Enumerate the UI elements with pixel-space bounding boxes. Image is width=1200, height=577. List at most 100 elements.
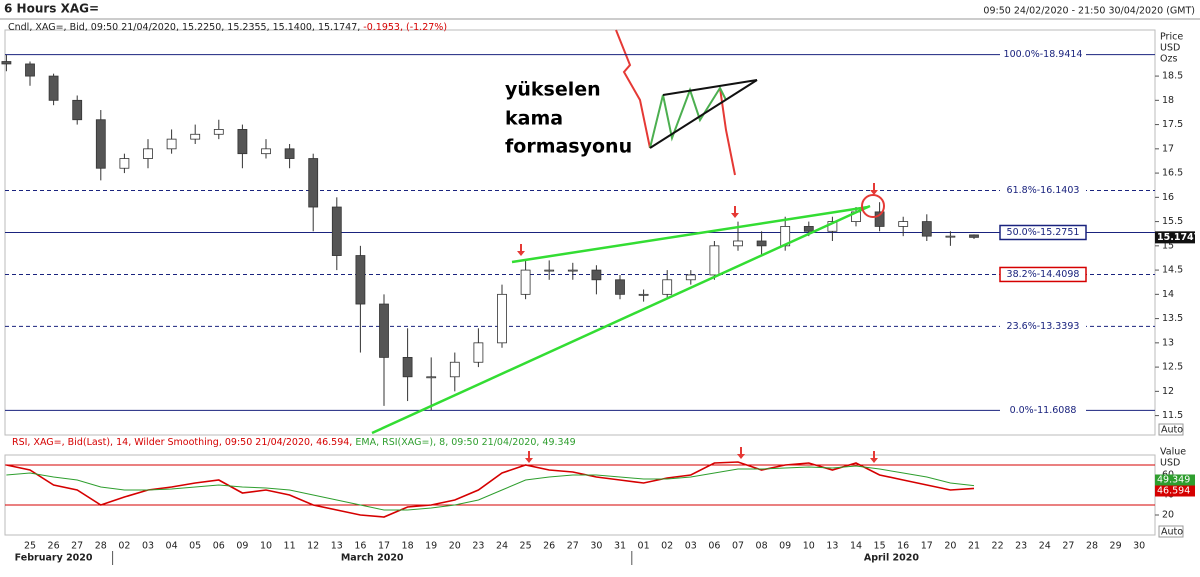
scale-button[interactable] bbox=[1158, 423, 1184, 436]
x-tick-label: 07 bbox=[732, 541, 744, 552]
candle-body bbox=[473, 342, 484, 363]
x-tick-label: 22 bbox=[992, 541, 1004, 552]
rsi-legend-text: RSI, XAG=, Bid(Last), 14, Wilder Smoothi… bbox=[12, 437, 352, 448]
x-tick-label: 27 bbox=[567, 541, 579, 552]
y-tick-label: 14.5 bbox=[1162, 265, 1183, 276]
scale-mode[interactable]: Auto bbox=[1161, 425, 1183, 436]
fib-label-bg bbox=[1000, 47, 1086, 62]
change-text: -0.1953, (-1.27%) bbox=[363, 22, 447, 33]
candle-body bbox=[756, 240, 767, 247]
candle-body bbox=[379, 303, 389, 358]
value-box bbox=[1155, 485, 1195, 497]
fib-label: 23.6%-13.3393 bbox=[1007, 321, 1080, 332]
candle-body bbox=[284, 148, 295, 159]
scale-mode[interactable]: Auto bbox=[1161, 527, 1183, 538]
value-box-label: 49.349 bbox=[1157, 475, 1190, 486]
scale-button[interactable] bbox=[1158, 525, 1184, 538]
x-tick-label: 27 bbox=[71, 541, 83, 552]
y-tick-label: 12 bbox=[1162, 386, 1174, 397]
y-tick-label: 13.5 bbox=[1162, 313, 1183, 324]
candle-body bbox=[72, 99, 83, 121]
x-tick-label: 02 bbox=[661, 541, 673, 552]
wedge-sketch bbox=[615, 29, 758, 176]
y-tick-label: 15 bbox=[1162, 240, 1174, 251]
x-tick-label: 12 bbox=[307, 541, 319, 552]
candle-body bbox=[190, 133, 201, 140]
legend-text: Cndl, XAG=, Bid, 09:50 21/04/2020, 15.22… bbox=[8, 22, 360, 33]
x-tick-label: 20 bbox=[449, 541, 461, 552]
y-tick-label: 13 bbox=[1162, 337, 1174, 348]
candle-body bbox=[143, 148, 153, 159]
last-price: 15.1747 bbox=[1157, 232, 1200, 243]
x-tick-label: 10 bbox=[803, 541, 815, 552]
candle-body bbox=[945, 235, 956, 238]
x-tick-label: 23 bbox=[472, 541, 484, 552]
chart-title: 6 Hours XAG= bbox=[4, 2, 99, 16]
x-tick-label: 31 bbox=[614, 541, 626, 552]
x-tick-label: 29 bbox=[1110, 541, 1122, 552]
x-tick-label: 14 bbox=[850, 541, 862, 552]
candle-body bbox=[95, 119, 106, 169]
x-tick-label: 26 bbox=[543, 541, 555, 552]
candle-body bbox=[308, 158, 319, 208]
date-range: 09:50 24/02/2020 - 21:50 30/04/2020 (GMT… bbox=[983, 6, 1195, 17]
candle-body bbox=[213, 129, 224, 135]
y-tick-label: 20 bbox=[1162, 510, 1174, 521]
candle-body bbox=[709, 245, 720, 276]
rsi-line bbox=[6, 465, 975, 511]
candle-body bbox=[261, 148, 271, 155]
x-tick-label: 19 bbox=[425, 541, 437, 552]
x-tick-label: 06 bbox=[708, 541, 720, 552]
candle-body bbox=[119, 158, 130, 169]
y-tick-label: 16.5 bbox=[1162, 168, 1183, 179]
highlight-circle bbox=[861, 194, 885, 218]
candle-body bbox=[921, 221, 932, 237]
candle-body bbox=[25, 63, 35, 77]
candle-body bbox=[685, 274, 696, 281]
x-tick-label: 25 bbox=[520, 541, 532, 552]
rsi-legend: RSI, XAG=, Bid(Last), 14, Wilder Smoothi… bbox=[12, 437, 576, 448]
candle-body bbox=[426, 376, 437, 379]
y-tick-label: 11.5 bbox=[1162, 410, 1183, 421]
y-tick-label: 12.5 bbox=[1162, 362, 1183, 373]
x-tick-label: 26 bbox=[48, 541, 60, 552]
x-tick-label: 21 bbox=[968, 541, 980, 552]
ema-legend-text: EMA, RSI(XAG=), 8, 09:50 21/04/2020, 49.… bbox=[355, 437, 575, 448]
annotation: formasyonu bbox=[505, 136, 632, 158]
trend-lines bbox=[371, 204, 871, 435]
y-label: Value bbox=[1160, 447, 1186, 458]
x-tick-label: 20 bbox=[944, 541, 956, 552]
candle-body bbox=[48, 75, 59, 101]
candle-body bbox=[520, 269, 531, 295]
fib-label: 61.8%-16.1403 bbox=[1007, 185, 1080, 196]
fib-label-bg bbox=[999, 266, 1087, 283]
y-label: USD bbox=[1160, 43, 1180, 54]
x-tick-label: 24 bbox=[496, 541, 508, 552]
x-tick-label: 01 bbox=[638, 541, 650, 552]
x-tick-label: 30 bbox=[590, 541, 602, 552]
candle-body bbox=[638, 293, 649, 296]
y-tick-label: 16 bbox=[1162, 192, 1174, 203]
y-tick-label: 17 bbox=[1162, 143, 1174, 154]
x-tick-label: 05 bbox=[189, 541, 201, 552]
x-tick-label: 18 bbox=[402, 541, 414, 552]
candle-body bbox=[497, 293, 507, 344]
fib-label-bg bbox=[999, 224, 1087, 241]
x-tick-label: 09 bbox=[236, 541, 248, 552]
month-label: March 2020 bbox=[341, 553, 404, 564]
fib-label: 0.0%-11.6088 bbox=[1010, 405, 1077, 416]
fib-label-bg bbox=[1000, 183, 1086, 198]
candle-body bbox=[803, 226, 814, 232]
x-tick-label: 17 bbox=[378, 541, 390, 552]
fib-label-bg bbox=[1000, 319, 1086, 334]
candle-body bbox=[237, 129, 248, 155]
x-tick-label: 06 bbox=[213, 541, 225, 552]
candle-body bbox=[969, 234, 979, 238]
value-box bbox=[1155, 474, 1195, 486]
candle-body bbox=[166, 138, 177, 150]
x-tick-label: 23 bbox=[1015, 541, 1027, 552]
month-label: February 2020 bbox=[15, 553, 93, 564]
fib-label: 100.0%-18.9414 bbox=[1004, 49, 1083, 60]
